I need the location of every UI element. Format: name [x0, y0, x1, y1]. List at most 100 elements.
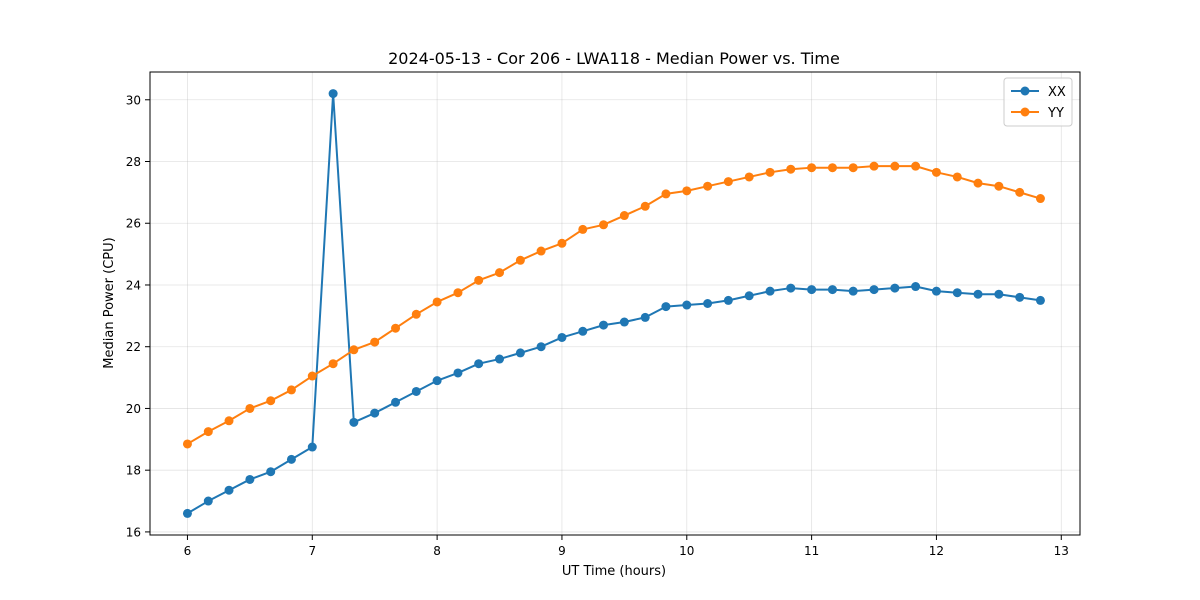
- x-tick-label: 9: [558, 544, 566, 558]
- data-point-yy: [495, 268, 505, 278]
- series-layer: [182, 89, 1045, 518]
- data-point-xx: [973, 289, 983, 299]
- data-point-yy: [286, 385, 296, 395]
- legend-label-yy: YY: [1047, 106, 1064, 121]
- x-axis-label: UT Time (hours): [562, 564, 666, 579]
- data-point-yy: [869, 161, 879, 171]
- data-point-yy: [453, 288, 463, 298]
- y-tick-label: 16: [126, 525, 141, 539]
- x-tick-label: 8: [433, 544, 441, 558]
- data-point-xx: [245, 474, 255, 484]
- data-point-yy: [432, 297, 442, 307]
- data-point-xx: [994, 289, 1004, 299]
- data-point-xx: [911, 282, 921, 292]
- y-tick-label: 26: [126, 217, 141, 231]
- data-point-xx: [765, 286, 775, 296]
- data-point-yy: [182, 439, 192, 449]
- data-point-xx: [182, 508, 192, 518]
- data-point-yy: [224, 416, 234, 426]
- data-point-yy: [931, 167, 941, 177]
- data-point-yy: [557, 238, 567, 248]
- data-point-yy: [328, 359, 338, 369]
- y-axis-ticks: 16 18 20 22 24 26 28 30: [126, 93, 150, 539]
- data-point-yy: [474, 275, 484, 285]
- data-point-xx: [619, 317, 629, 327]
- data-point-yy: [391, 323, 401, 333]
- data-point-xx: [286, 454, 296, 464]
- x-tick-label: 13: [1054, 544, 1069, 558]
- data-point-yy: [765, 167, 775, 177]
- x-tick-label: 7: [308, 544, 316, 558]
- data-point-xx: [744, 291, 754, 301]
- data-point-xx: [266, 467, 276, 477]
- chart-title: 2024-05-13 - Cor 206 - LWA118 - Median P…: [388, 49, 840, 68]
- data-point-xx: [1015, 292, 1025, 302]
- data-point-xx: [703, 299, 713, 308]
- data-point-yy: [661, 189, 671, 199]
- data-point-xx: [536, 342, 546, 352]
- data-point-xx: [391, 397, 401, 407]
- series-yy: [182, 161, 1045, 449]
- data-point-xx: [1035, 295, 1045, 305]
- data-point-yy: [682, 186, 692, 196]
- data-point-yy: [349, 345, 359, 355]
- legend-marker-xx: [1020, 86, 1030, 96]
- data-point-xx: [827, 285, 837, 295]
- data-point-xx: [224, 485, 234, 495]
- y-tick-label: 30: [126, 93, 141, 107]
- x-tick-label: 6: [184, 544, 192, 558]
- series-xx: [182, 89, 1045, 518]
- data-point-xx: [474, 359, 484, 369]
- data-point-xx: [557, 332, 567, 342]
- data-point-xx: [682, 300, 692, 310]
- y-tick-label: 20: [126, 402, 141, 416]
- data-point-yy: [1035, 194, 1045, 204]
- data-point-yy: [807, 163, 817, 173]
- data-point-xx: [307, 442, 317, 452]
- data-point-yy: [266, 396, 276, 406]
- grid: [150, 72, 1080, 535]
- x-tick-label: 10: [679, 544, 694, 558]
- data-point-xx: [328, 89, 338, 99]
- x-tick-label: 11: [804, 544, 819, 558]
- data-point-xx: [661, 302, 671, 312]
- data-point-yy: [515, 255, 525, 265]
- legend-marker-yy: [1020, 107, 1030, 117]
- data-point-xx: [432, 376, 442, 386]
- data-point-xx: [848, 286, 858, 296]
- data-point-xx: [807, 285, 817, 295]
- x-axis-ticks: 6 7 8 9 10 11 12 13: [184, 535, 1069, 558]
- x-tick-label: 12: [929, 544, 944, 558]
- data-point-xx: [578, 326, 588, 336]
- data-point-yy: [952, 172, 962, 182]
- data-point-xx: [640, 312, 650, 322]
- data-point-yy: [827, 163, 837, 173]
- data-point-xx: [599, 320, 609, 330]
- y-tick-label: 18: [126, 464, 141, 478]
- data-point-yy: [1015, 187, 1025, 197]
- data-point-yy: [599, 220, 609, 230]
- data-point-yy: [307, 371, 317, 381]
- data-point-xx: [411, 386, 421, 396]
- data-point-yy: [640, 201, 650, 211]
- data-point-xx: [723, 295, 733, 305]
- data-point-xx: [495, 354, 505, 364]
- data-point-yy: [203, 427, 213, 437]
- y-axis-label: Median Power (CPU): [102, 237, 117, 368]
- data-point-yy: [848, 163, 858, 173]
- data-point-yy: [619, 211, 629, 221]
- data-point-yy: [536, 246, 546, 256]
- data-point-xx: [869, 285, 879, 295]
- data-point-yy: [994, 181, 1004, 191]
- data-point-xx: [349, 417, 359, 427]
- data-point-xx: [453, 368, 463, 378]
- legend: XX YY: [1003, 77, 1073, 127]
- data-point-yy: [890, 161, 900, 171]
- y-tick-label: 22: [126, 340, 141, 354]
- data-point-yy: [973, 178, 983, 188]
- data-point-xx: [890, 283, 900, 293]
- data-point-xx: [786, 283, 796, 293]
- data-point-xx: [203, 496, 213, 506]
